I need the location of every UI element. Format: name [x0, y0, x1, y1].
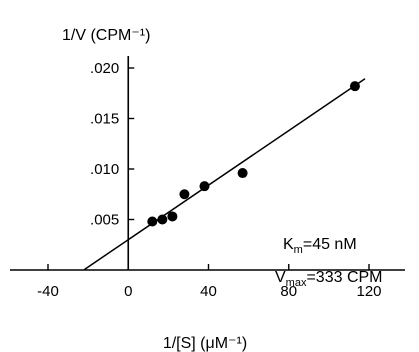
km-subscript: m — [294, 244, 303, 256]
x-axis-title: 1/[S] (μM⁻¹) — [163, 335, 247, 352]
y-tick-label: .005 — [90, 212, 119, 229]
data-point — [147, 216, 158, 227]
data-point — [157, 214, 168, 225]
data-point — [167, 211, 178, 222]
y-axis-title: 1/V (CPM⁻¹) — [62, 27, 150, 44]
vmax-symbol: V — [275, 269, 286, 286]
km-value: =45 nM — [303, 236, 357, 253]
x-tick-label: -40 — [37, 283, 59, 300]
x-tick-label: 40 — [200, 283, 217, 300]
km-symbol: K — [283, 236, 294, 253]
ticks: -40 0 40 80 120 .005 .010 .015 .020 — [37, 60, 381, 300]
axes — [10, 56, 405, 271]
vmax-subscript: max — [286, 277, 307, 289]
x-tick-label: 80 — [280, 283, 297, 300]
x-tick-label: 0 — [124, 283, 132, 300]
data-point — [179, 189, 190, 200]
fit-line-group — [83, 78, 366, 271]
data-points — [147, 81, 360, 227]
km-annotation: Km=45 nM — [283, 236, 357, 256]
regression-line — [83, 78, 366, 271]
vmax-annotation: Vmax=333 CPM — [275, 269, 383, 289]
data-point — [349, 81, 360, 92]
x-tick-label: 120 — [356, 283, 381, 300]
data-point — [199, 181, 210, 192]
y-tick-label: .010 — [90, 161, 119, 178]
vmax-value: =333 CPM — [306, 269, 382, 286]
y-tick-label: .015 — [90, 111, 119, 128]
y-tick-label: .020 — [90, 60, 119, 77]
data-point — [237, 168, 248, 179]
